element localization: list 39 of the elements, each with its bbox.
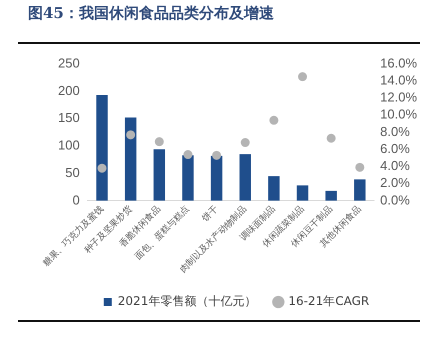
bar [296, 185, 308, 201]
point [326, 134, 336, 143]
point [126, 130, 136, 140]
y-tick-label: 50 [65, 164, 80, 180]
y-tick-label: 100 [58, 138, 80, 153]
point [183, 150, 192, 160]
y2-tick-label: 8.0% [380, 124, 410, 139]
legend-label: 16-21年CAGR [288, 294, 370, 308]
y-tick-label: 250 [58, 55, 80, 70]
chart-title: 图45：我国休闲食品品类分布及增速 [28, 4, 274, 23]
x-tick-label: 饼干 [199, 204, 220, 225]
y2-tick-label: 12.0% [380, 90, 418, 105]
legend-label: 2021年零售额（十亿元） [118, 294, 256, 308]
point [212, 150, 222, 160]
bar [354, 179, 366, 201]
y2-tick-label: 10.0% [380, 106, 418, 122]
point [355, 162, 364, 172]
point [98, 164, 107, 173]
y-tick-label: 200 [58, 82, 80, 98]
bar [124, 117, 136, 201]
y-tick-label: 0 [72, 192, 80, 208]
y2-tick-label: 16.0% [380, 55, 418, 70]
bar [325, 190, 337, 201]
bar [210, 156, 222, 201]
bar [268, 176, 280, 201]
y2-tick-label: 14.0% [380, 72, 418, 88]
point [240, 138, 250, 148]
y2-tick-label: 6.0% [380, 140, 410, 156]
point [154, 137, 164, 146]
point [269, 116, 278, 125]
y-tick-label: 150 [58, 110, 80, 126]
bar [154, 149, 166, 201]
y2-tick-label: 0.0% [380, 192, 410, 208]
bar [96, 95, 108, 201]
bar [182, 155, 194, 201]
y2-tick-label: 4.0% [380, 158, 410, 174]
bar [240, 154, 251, 201]
y2-tick-label: 2.0% [380, 175, 410, 190]
point [298, 72, 308, 82]
